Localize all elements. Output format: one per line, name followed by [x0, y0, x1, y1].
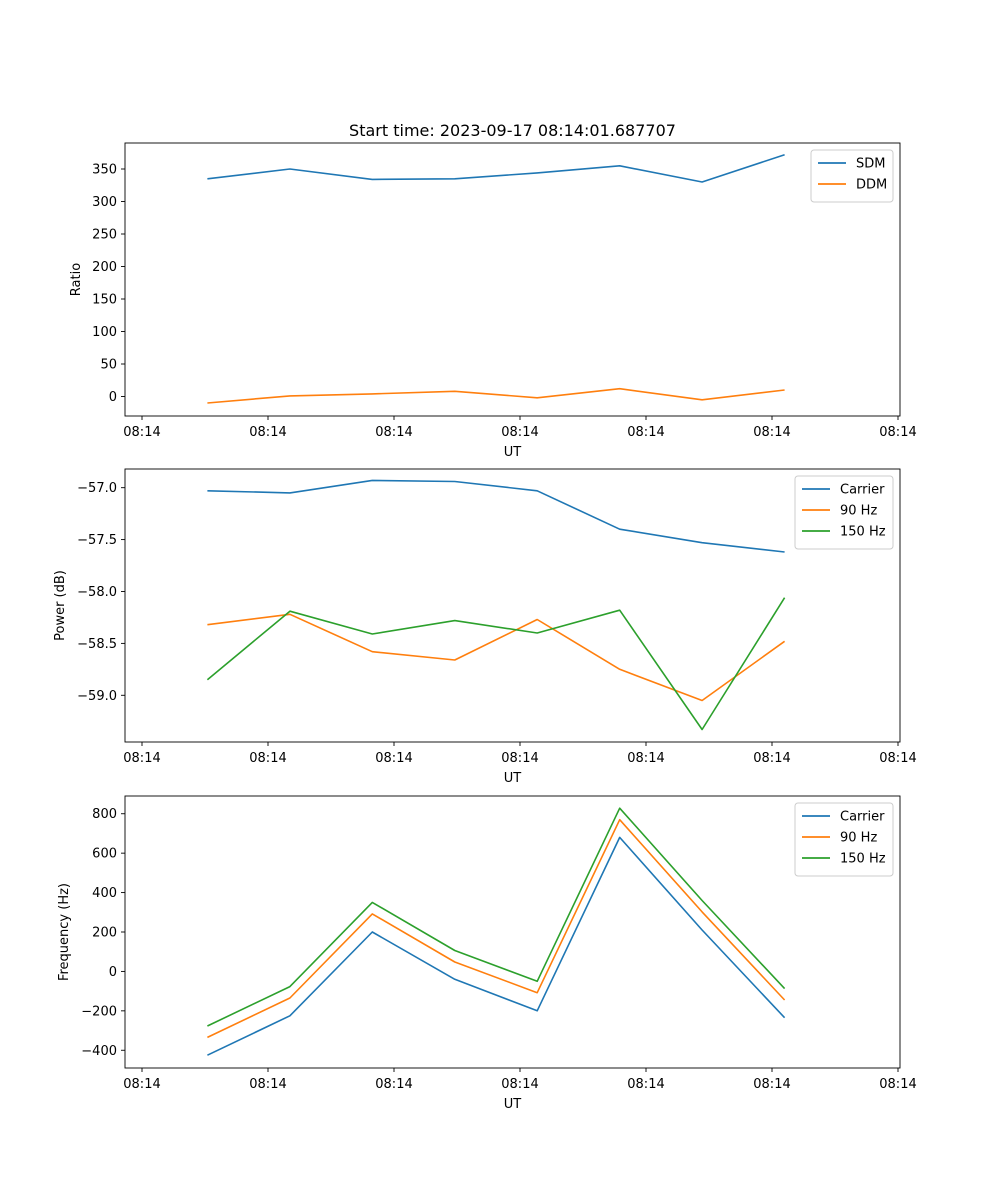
series-line-150-hz	[207, 807, 786, 1027]
legend: Carrier 90 Hz 150 Hz	[794, 802, 894, 877]
y-tick-label: 400	[92, 886, 117, 901]
y-tick-label: −57.5	[77, 533, 117, 548]
legend-label: Carrier	[840, 810, 885, 825]
x-tick-label: 08:14	[627, 425, 664, 440]
y-tick-label: 250	[92, 228, 117, 243]
series-line-90-hz	[207, 613, 786, 702]
y-tick-label: −58.5	[77, 637, 117, 652]
series-line-90-hz	[207, 818, 786, 1039]
x-tick-label: 08:14	[375, 751, 412, 766]
x-tick-label: 08:14	[753, 751, 790, 766]
x-axis-label: UT	[504, 445, 522, 460]
y-axis-label: Power (dB)	[53, 570, 68, 641]
x-tick-label: 08:14	[627, 751, 664, 766]
y-tick-label: −58.0	[77, 585, 117, 600]
x-tick-label: 08:14	[123, 425, 160, 440]
legend-label: 90 Hz	[840, 504, 877, 519]
panel-3: −400 −200 0 200 400 600 800 08:14 08:14 08:14 08:1…	[57, 795, 917, 1112]
axes-frame	[124, 795, 901, 1069]
series-line-carrier	[207, 479, 785, 553]
y-tick-label: 0	[109, 965, 117, 980]
x-tick-label: 08:14	[879, 425, 916, 440]
series-line-150-hz	[206, 597, 786, 731]
y-tick-label: 0	[109, 390, 117, 405]
x-tick-label: 08:14	[501, 425, 538, 440]
x-tick-label: 08:14	[879, 751, 916, 766]
x-tick-label: 08:14	[123, 1077, 160, 1092]
x-tick-label: 08:14	[753, 425, 790, 440]
y-tick-label: 600	[92, 847, 117, 862]
x-tick-label: 08:14	[501, 1077, 538, 1092]
legend-label: DDM	[856, 178, 887, 193]
chart-title: Start time: 2023-09-17 08:14:01.687707	[349, 121, 676, 140]
legend-label: Carrier	[840, 483, 885, 498]
y-tick-label: 50	[100, 358, 117, 373]
y-tick-label: 800	[92, 807, 117, 822]
y-tick-label: 100	[92, 325, 117, 340]
y-tick-label: 150	[92, 293, 117, 308]
panel-1: 0 50 100 150 200 250 300 350 08:14 08:14 08:14 08:1…	[69, 121, 917, 460]
legend-label: 90 Hz	[840, 831, 877, 846]
axes-frame	[124, 468, 901, 743]
y-tick-label: −59.0	[77, 689, 117, 704]
x-tick-label: 08:14	[249, 425, 286, 440]
series-line-ddm	[207, 387, 785, 404]
y-tick-label: −400	[81, 1044, 117, 1059]
panel-2: −57.0 −57.5 −58.0 −58.5 −59.0 08:14 08:14 08:14…	[53, 468, 917, 786]
x-tick-label: 08:14	[627, 1077, 664, 1092]
x-tick-label: 08:14	[879, 1077, 916, 1092]
legend: SDM DDM	[810, 149, 894, 203]
y-tick-label: 300	[92, 195, 117, 210]
legend: Carrier 90 Hz 150 Hz	[794, 475, 894, 550]
y-tick-label: 200	[92, 260, 117, 275]
legend-label: 150 Hz	[840, 525, 886, 540]
y-axis-label: Ratio	[69, 263, 84, 296]
x-axis-label: UT	[504, 1097, 522, 1112]
series-line-sdm	[207, 153, 785, 183]
y-tick-label: −200	[81, 1004, 117, 1019]
y-axis-label: Frequency (Hz)	[57, 883, 72, 981]
x-tick-label: 08:14	[753, 1077, 790, 1092]
x-axis-label: UT	[504, 771, 522, 786]
y-tick-label: 350	[92, 163, 117, 178]
x-tick-label: 08:14	[501, 751, 538, 766]
axes-frame	[124, 142, 901, 417]
x-tick-label: 08:14	[249, 751, 286, 766]
legend-label: 150 Hz	[840, 852, 886, 867]
x-tick-label: 08:14	[249, 1077, 286, 1092]
y-tick-label: −57.0	[77, 481, 117, 496]
x-tick-label: 08:14	[123, 751, 160, 766]
x-tick-label: 08:14	[375, 1077, 412, 1092]
y-tick-label: 200	[92, 926, 117, 941]
x-tick-label: 08:14	[375, 425, 412, 440]
series-line-carrier	[207, 836, 786, 1056]
legend-label: SDM	[856, 157, 885, 172]
